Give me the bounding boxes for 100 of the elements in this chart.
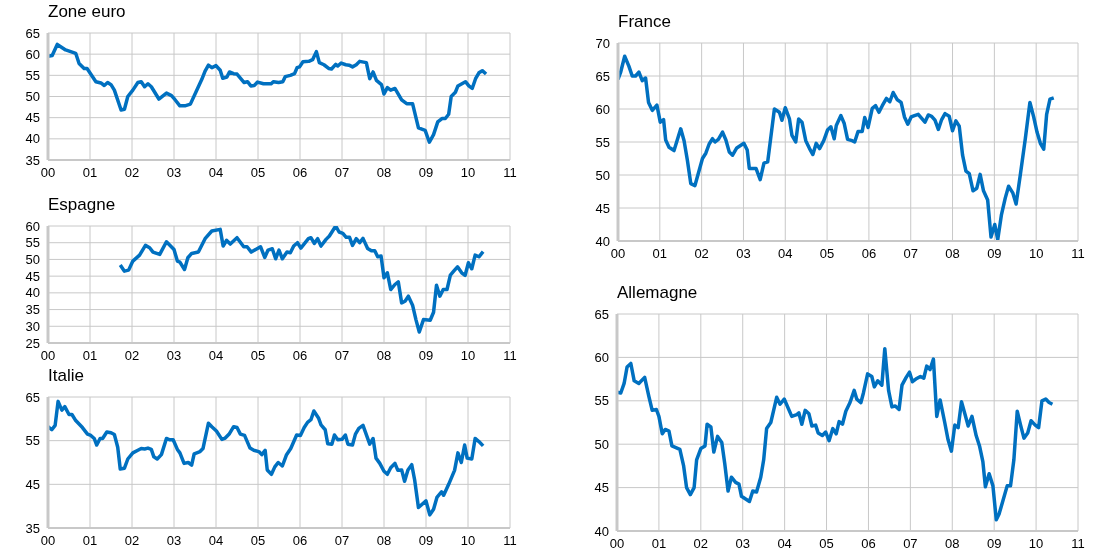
x-tick-label: 11 [1071, 536, 1085, 552]
chart-title: Italie [48, 365, 84, 387]
chart-title: Zone euro [48, 1, 126, 23]
x-tick-label: 05 [819, 246, 835, 262]
y-tick-label: 35 [25, 302, 40, 318]
y-tick-label: 65 [594, 306, 609, 322]
x-tick-label: 11 [503, 165, 517, 181]
x-tick-label: 01 [82, 533, 98, 549]
y-tick-label: 60 [594, 350, 609, 366]
x-tick-label: 04 [778, 246, 793, 262]
y-tick-label: 60 [25, 46, 40, 62]
x-tick-label: 01 [82, 348, 98, 364]
x-tick-label: 11 [1071, 246, 1085, 262]
x-tick-label: 06 [292, 348, 308, 364]
y-tick-label: 60 [25, 218, 40, 234]
x-tick-label: 08 [376, 533, 392, 549]
line-series [617, 346, 1055, 522]
x-tick-label: 09 [987, 246, 1002, 262]
chart-title: Espagne [48, 194, 116, 216]
x-tick-label: 03 [166, 165, 182, 181]
x-tick-label: 09 [418, 533, 434, 549]
x-tick-label: 11 [503, 533, 517, 549]
x-tick-label: 02 [693, 536, 709, 552]
x-tick-label: 11 [503, 348, 517, 364]
x-tick-label: 00 [610, 246, 626, 262]
x-tick-label: 09 [986, 536, 1002, 552]
y-tick-label: 45 [595, 200, 610, 216]
x-tick-label: 09 [418, 348, 434, 364]
x-tick-label: 08 [376, 348, 392, 364]
x-tick-label: 08 [945, 246, 960, 262]
chart-title: France [618, 11, 671, 33]
y-tick-label: 45 [25, 268, 40, 284]
y-tick-label: 55 [594, 393, 609, 409]
x-tick-label: 10 [460, 533, 476, 549]
y-tick-label: 55 [25, 433, 40, 449]
x-tick-label: 06 [292, 533, 308, 549]
x-tick-label: 01 [652, 246, 668, 262]
y-tick-label: 70 [595, 35, 610, 51]
x-tick-label: 10 [1028, 246, 1044, 262]
line-series [118, 226, 485, 334]
x-tick-label: 01 [82, 165, 98, 181]
x-tick-label: 01 [651, 536, 667, 552]
y-tick-label: 50 [25, 89, 40, 105]
x-tick-label: 02 [124, 348, 140, 364]
y-tick-label: 25 [25, 335, 40, 351]
y-tick-label: 40 [25, 285, 40, 301]
y-tick-label: 30 [25, 318, 40, 334]
y-tick-label: 65 [25, 389, 40, 405]
x-tick-label: 02 [694, 246, 709, 262]
y-tick-label: 40 [25, 131, 40, 147]
x-tick-label: 06 [861, 246, 877, 262]
line-series [48, 42, 488, 144]
x-tick-label: 07 [903, 536, 918, 552]
y-tick-label: 55 [595, 134, 610, 150]
x-tick-label: 05 [819, 536, 834, 552]
x-tick-label: 03 [166, 348, 182, 364]
x-tick-label: 10 [460, 165, 476, 181]
x-tick-label: 08 [945, 536, 960, 552]
line-series [48, 399, 485, 517]
y-tick-label: 35 [25, 520, 40, 536]
x-tick-label: 05 [250, 165, 266, 181]
x-tick-label: 07 [903, 246, 918, 262]
x-tick-label: 02 [124, 165, 140, 181]
y-tick-label: 45 [25, 476, 40, 492]
line-series [618, 54, 1056, 241]
y-tick-label: 35 [25, 152, 40, 168]
x-tick-label: 00 [40, 533, 56, 549]
y-tick-label: 60 [595, 101, 610, 117]
x-tick-label: 04 [208, 533, 224, 549]
x-tick-label: 00 [40, 165, 56, 181]
x-tick-label: 10 [1028, 536, 1044, 552]
x-tick-label: 05 [250, 348, 266, 364]
x-tick-label: 03 [735, 536, 750, 552]
x-tick-label: 07 [334, 533, 350, 549]
x-tick-label: 00 [609, 536, 625, 552]
y-tick-label: 65 [25, 25, 40, 41]
y-tick-label: 50 [25, 252, 40, 268]
x-tick-label: 05 [250, 533, 266, 549]
x-tick-label: 03 [736, 246, 751, 262]
x-tick-label: 00 [40, 348, 56, 364]
x-tick-label: 04 [208, 165, 224, 181]
y-tick-label: 55 [25, 67, 40, 83]
x-tick-label: 06 [292, 165, 308, 181]
y-tick-label: 45 [594, 480, 609, 496]
x-tick-label: 09 [418, 165, 434, 181]
y-tick-label: 55 [25, 235, 40, 251]
x-tick-label: 06 [861, 536, 876, 552]
y-tick-label: 50 [595, 167, 610, 183]
y-tick-label: 50 [594, 436, 609, 452]
x-tick-label: 02 [124, 533, 140, 549]
y-tick-label: 45 [25, 110, 40, 126]
x-tick-label: 03 [166, 533, 182, 549]
chart-title: Allemagne [617, 282, 698, 304]
x-tick-label: 08 [376, 165, 392, 181]
y-tick-label: 40 [595, 233, 610, 249]
x-tick-label: 04 [208, 348, 224, 364]
x-tick-label: 07 [334, 165, 350, 181]
x-tick-label: 04 [777, 536, 792, 552]
x-tick-label: 10 [460, 348, 476, 364]
y-tick-label: 40 [594, 523, 609, 539]
